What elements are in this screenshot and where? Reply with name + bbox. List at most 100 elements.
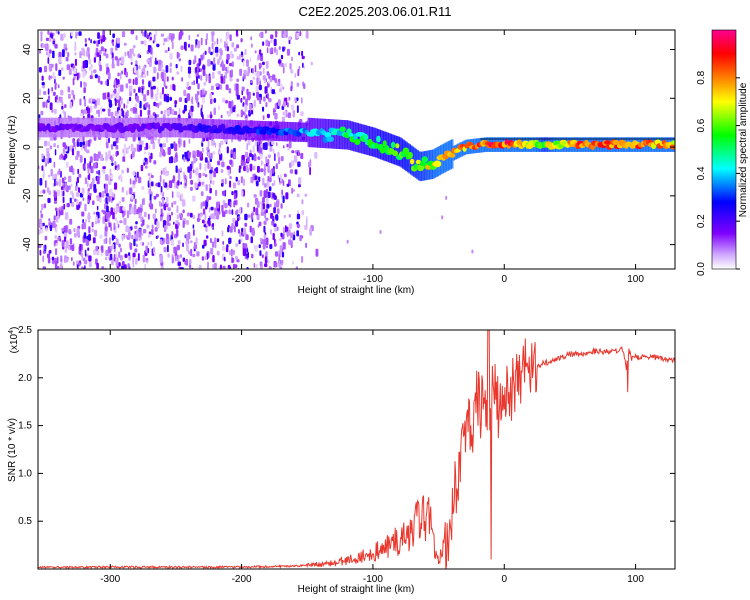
spectrogram-cell (201, 147, 204, 153)
spectrogram-cell (265, 217, 269, 221)
spectrogram-cell (292, 261, 294, 265)
spectrogram-cell (133, 238, 136, 247)
spectrogram-cell (300, 152, 304, 160)
spectrogram-cell (252, 76, 256, 80)
spectrogram-cell (165, 85, 168, 89)
spectrogram-cell (282, 86, 285, 90)
spectrogram-cell (243, 69, 247, 75)
spectrogram-cell (283, 214, 286, 219)
spectrogram-cell (278, 253, 281, 261)
spectrogram-cell (84, 43, 88, 47)
spectrogram-cell (254, 175, 258, 181)
spectrogram-cell (150, 47, 153, 55)
spectrogram-cell (267, 191, 271, 198)
spectrogram-cell (242, 242, 245, 250)
spectrogram-cell (138, 139, 142, 144)
spectrogram-cell (239, 232, 242, 238)
spectrogram-cell (87, 139, 91, 147)
spectrogram-cell (138, 232, 141, 238)
spectrogram-cell (195, 237, 198, 245)
spectrogram-cell (159, 239, 163, 245)
spectrogram-cell (91, 70, 93, 76)
spectrogram-cell (71, 148, 75, 156)
spectrogram-cell (304, 193, 308, 197)
spectrogram-cell (296, 223, 300, 229)
spectrogram-cell (202, 70, 206, 76)
spectrogram-cell (252, 68, 254, 74)
spectrogram-cell (142, 254, 146, 263)
spectrogram-cell (305, 30, 309, 39)
spectrogram-cell (118, 200, 121, 205)
spectrogram-cell (308, 161, 311, 168)
spectrogram-cell (298, 51, 301, 56)
spectrogram-cell (84, 98, 86, 107)
spectrogram-cell (107, 108, 111, 117)
spectrogram-cell (106, 78, 109, 87)
spectrogram-cell (87, 163, 90, 170)
spectrogram-cell (274, 78, 277, 83)
spectrogram-cell (95, 211, 99, 215)
y-tick-label: 1.5 (18, 421, 32, 432)
spectrogram-cell (219, 84, 223, 90)
spectrogram-cell (210, 247, 214, 255)
spectrogram-cell (88, 261, 92, 268)
spectrogram-cell (272, 233, 275, 241)
spectrogram-cell (178, 140, 181, 145)
spectrogram-cell (110, 94, 113, 99)
spectrogram-cell (119, 57, 122, 61)
spectrogram-cell (163, 72, 167, 80)
spectrogram-cell (222, 265, 226, 269)
spectrogram-cell (256, 77, 259, 86)
spectrogram-cell (186, 93, 191, 101)
spectrogram-cell (218, 55, 222, 61)
spectrogram-cell (124, 51, 127, 57)
spectrogram-cell (190, 248, 193, 257)
spectrogram-cell (275, 31, 278, 38)
spectrogram-cell (47, 257, 51, 264)
spectrogram-cell (218, 142, 221, 148)
spectrogram-cell (296, 105, 299, 113)
spectrogram-cell (259, 190, 263, 197)
x-tick-label: 0 (501, 274, 507, 285)
spectrogram-cell (76, 177, 79, 184)
spectrogram-cell (131, 48, 134, 55)
spectrogram-cell (213, 57, 216, 65)
spectrogram-cell (265, 209, 268, 214)
spectrogram-cell (131, 151, 135, 157)
spectrogram-cell (145, 142, 149, 150)
spectrogram-cell (116, 92, 120, 100)
spectrogram-cell (155, 193, 159, 198)
spectrogram-cell (176, 208, 179, 213)
spectrogram-cell (301, 210, 305, 216)
spectrogram-cell (253, 263, 256, 268)
spectrogram-cell (153, 160, 157, 165)
spectrogram-cell (62, 190, 65, 197)
spectrogram-cell (100, 252, 103, 257)
spectrogram-cell (165, 65, 169, 73)
spectrogram-cell (49, 49, 52, 54)
spectrogram-cell (246, 248, 249, 253)
spectrogram-cell (162, 151, 166, 157)
spectrogram-cell (97, 75, 101, 83)
spectrogram-cell (87, 247, 90, 251)
spectrogram-cell (69, 238, 73, 245)
spectrogram-cell (171, 211, 173, 216)
spectrogram-cell (84, 177, 87, 185)
spectrogram-cell (165, 237, 170, 245)
spectrogram-cell (141, 232, 144, 236)
spectrogram-cell (113, 88, 117, 94)
spectrogram-cell (346, 239, 349, 244)
spectrogram-cell (47, 153, 51, 158)
spectrogram-cell (274, 47, 277, 53)
spectrogram-cell (87, 167, 90, 174)
spectrogram-cell (177, 261, 181, 267)
spectrogram-cell (98, 169, 100, 175)
spectrogram-cell (278, 46, 281, 50)
spectrogram-cell (210, 111, 212, 115)
spectrogram-cell (79, 155, 83, 163)
spectrogram-cell (105, 193, 109, 197)
spectrogram-cell (294, 169, 298, 175)
spectrogram-cell (157, 235, 159, 239)
spectrogram-cell (284, 63, 287, 67)
